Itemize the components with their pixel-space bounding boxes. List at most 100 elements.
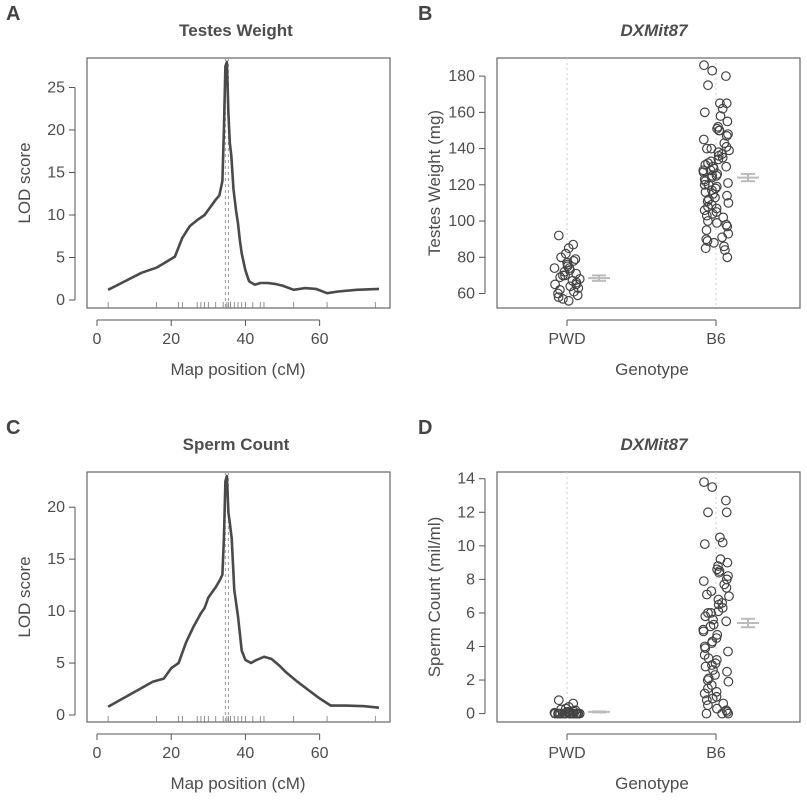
panel-d-genotype-plot: DXMit87 PWD B6 0 2 4 6 8 10 12 14 Genotype Sperm… — [425, 435, 801, 793]
panel-b-x-axis: PWD B6 — [548, 319, 726, 348]
data-point — [721, 130, 732, 141]
panel-b-marks — [549, 58, 759, 308]
data-point — [703, 683, 713, 694]
data-point — [703, 194, 714, 205]
panel-d-marks — [549, 472, 759, 722]
data-point — [703, 608, 713, 618]
y-tick-label: 100 — [448, 213, 475, 230]
data-point — [553, 230, 564, 241]
data-point — [701, 708, 712, 719]
data-point — [555, 272, 566, 283]
data-point — [721, 495, 731, 506]
y-tick-label: 15 — [47, 551, 65, 568]
x-tick-label: 40 — [237, 331, 255, 348]
panel-d-y-label: Sperm Count (mil/ml) — [425, 517, 444, 678]
panel-b-y-label: Testes Weight (mg) — [425, 110, 444, 256]
data-point — [714, 567, 724, 578]
data-point — [723, 646, 733, 657]
y-tick-label: 60 — [457, 286, 475, 303]
y-tick-label: 15 — [47, 165, 65, 182]
panel-a-y-axis: 0 5 10 15 20 25 — [47, 80, 76, 309]
panel-a-x-axis: 0 20 40 60 — [93, 319, 329, 348]
x-tick-label: 20 — [162, 331, 180, 348]
panel-a-x-label: Map position (cM) — [170, 360, 305, 379]
data-point — [721, 219, 732, 230]
data-point — [715, 111, 726, 121]
data-point — [715, 532, 725, 543]
data-point — [553, 708, 564, 719]
y-tick-label: 0 — [56, 707, 65, 724]
data-point — [721, 71, 731, 81]
data-point — [702, 589, 712, 600]
data-point — [706, 608, 716, 618]
panel-c-x-label: Map position (cM) — [170, 774, 305, 793]
data-point — [717, 537, 728, 548]
data-point — [558, 294, 568, 304]
data-point — [701, 225, 712, 236]
panel-letter-a: A — [6, 3, 20, 25]
data-point — [722, 666, 732, 677]
x-tick-label: 40 — [237, 745, 255, 762]
data-point — [699, 539, 710, 549]
data-point — [709, 237, 719, 248]
y-tick-label: 4 — [466, 638, 475, 655]
y-tick-label: 25 — [47, 80, 65, 97]
panel-c-y-label: LOD score — [15, 556, 34, 637]
data-point — [699, 107, 710, 118]
data-point — [698, 167, 709, 178]
data-point — [703, 80, 713, 91]
data-point — [549, 263, 560, 274]
data-point — [556, 252, 566, 263]
panel-d-title: DXMit87 — [620, 435, 689, 454]
data-point — [715, 98, 725, 109]
x-tick-label: 0 — [93, 331, 102, 348]
data-point — [722, 707, 733, 717]
panel-a-y-label: LOD score — [15, 142, 34, 223]
data-point — [553, 288, 563, 299]
data-point — [699, 60, 709, 71]
y-tick-label: 12 — [457, 504, 475, 521]
panel-d-plot-frame — [496, 471, 801, 723]
data-point — [703, 700, 713, 711]
data-point — [722, 221, 733, 232]
y-tick-label: 2 — [466, 672, 475, 689]
data-point — [707, 65, 718, 76]
panel-b-x-label: Genotype — [615, 360, 689, 379]
data-point — [723, 197, 734, 208]
data-point — [713, 606, 724, 617]
data-point — [703, 507, 713, 518]
x-tick-label: 0 — [93, 745, 102, 762]
y-tick-label: 5 — [56, 655, 65, 672]
data-point — [707, 208, 718, 219]
panel-d-x-axis: PWD B6 — [548, 733, 726, 762]
data-point — [717, 232, 727, 243]
panel-c-marks — [107, 472, 380, 722]
panel-a-plot-frame — [86, 57, 391, 309]
data-point — [707, 660, 717, 670]
data-point — [708, 665, 718, 675]
data-point — [698, 134, 709, 145]
panel-letter-c: C — [6, 417, 20, 439]
panel-a-marks — [107, 58, 380, 308]
data-point — [702, 236, 713, 246]
data-point — [699, 477, 709, 488]
data-point — [700, 243, 711, 254]
y-tick-label: 8 — [466, 571, 475, 588]
data-point — [722, 190, 732, 201]
x-category-label: PWD — [548, 745, 585, 762]
panel-d-x-label: Genotype — [615, 774, 689, 793]
data-point — [699, 688, 710, 699]
panel-letter-b: B — [418, 3, 432, 25]
data-point — [572, 290, 583, 301]
data-point — [700, 159, 711, 170]
data-point — [712, 217, 722, 228]
data-point — [570, 254, 581, 265]
y-tick-label: 10 — [457, 538, 475, 555]
data-point — [550, 279, 560, 290]
data-point — [712, 703, 722, 714]
data-point — [701, 695, 712, 706]
data-point — [723, 178, 733, 188]
data-point — [722, 252, 733, 263]
y-tick-label: 140 — [448, 141, 475, 158]
